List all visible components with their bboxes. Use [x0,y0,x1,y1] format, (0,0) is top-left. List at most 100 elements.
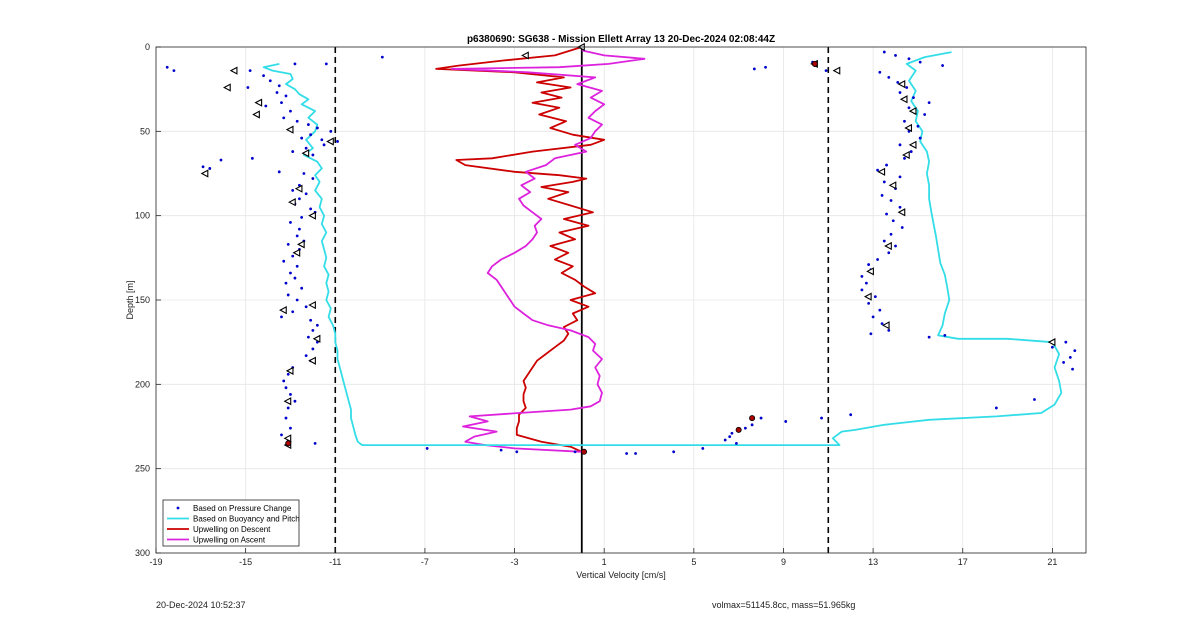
pressure-change-point [909,150,913,153]
triangle-marker [252,110,260,119]
pressure-change-point [882,239,886,243]
legend-label: Based on Buoyancy and Pitch [193,515,300,524]
pressure-change-point [885,163,888,167]
triangle-marker [863,292,872,301]
pressure-change-point [309,207,313,211]
pressure-change-point [291,254,295,258]
pressure-change-point [723,438,727,442]
y-tick-label: 300 [135,548,150,558]
pressure-change-point [304,192,308,196]
pressure-change-point [889,199,893,202]
pressure-change-point [264,104,268,108]
pressure-change-point [302,172,306,175]
pressure-change-point [306,335,310,339]
pressure-change-point [1062,361,1065,364]
pressure-change-point [918,60,922,64]
y-tick-label: 100 [135,211,150,221]
grid-lines [155,46,1086,554]
pressure-change-point [298,227,301,231]
pressure-change-point [309,318,313,322]
pressure-change-point [277,84,281,88]
y-tick-label: 50 [140,126,150,136]
pressure-change-point [380,55,384,59]
pressure-change-point [315,126,319,130]
triangle-marker [908,106,917,116]
pressure-change-point [284,386,288,390]
x-tick-label: -19 [149,557,162,567]
y-axis-label: Depth [m] [125,280,135,319]
pressure-change-point [878,70,882,74]
pressure-change-point [291,310,295,314]
pressure-change-point [898,175,902,179]
red-dot-marker [581,448,588,455]
pressure-change-point [918,136,922,140]
x-tick-label: 21 [1047,557,1057,567]
pressure-change-point [871,315,875,319]
pressure-change-point [880,194,884,197]
legend-label: Upwelling on Ascent [193,536,266,545]
x-tick-label: 9 [781,557,786,567]
pressure-change-point [306,123,310,126]
pressure-change-point [336,140,339,143]
pressure-change-point [282,259,286,263]
pressure-change-point [573,450,577,454]
pressure-change-point [289,393,292,396]
pressure-change-point [869,332,873,336]
legend-label: Upwelling on Descent [193,525,271,534]
pressure-change-point [280,101,283,105]
pressure-change-point [887,75,891,79]
markers-layer [200,42,1056,455]
pressure-change-point [728,435,732,439]
triangle-marker [308,300,316,310]
pressure-change-point [309,133,313,137]
x-tick-label: -7 [421,557,429,567]
pressure-change-point [898,143,902,147]
triangle-marker [908,140,917,149]
pressure-change-point [625,452,629,455]
pressure-change-point [295,298,299,302]
pressure-change-point [289,271,292,275]
pressure-change-point [246,86,250,89]
pressure-change-point [311,177,315,180]
pressure-change-point [820,416,823,420]
pressure-change-point [304,146,308,150]
pressure-change-point [1073,349,1077,352]
pressure-change-point [275,91,279,94]
x-tick-label: -3 [511,557,519,567]
pressure-change-point [282,116,286,120]
pressure-change-point [300,286,304,290]
legend: Based on Pressure Change Based on Buoyanc… [162,499,300,547]
triangle-marker [877,167,886,176]
y-tick-label: 250 [135,464,150,474]
pressure-change-point [894,244,897,248]
red-dot-marker [735,426,742,433]
pressure-change-point [885,212,888,216]
pressure-change-point [322,143,326,147]
pressure-change-point [752,67,756,71]
y-tick-label: 0 [145,42,150,52]
pressure-change-point [286,242,290,246]
pressure-change-point [903,156,906,160]
pressure-change-point [499,448,503,452]
pressure-change-point [208,167,212,170]
pressure-change-point [286,406,290,410]
triangle-marker [254,98,263,107]
pressure-change-point [743,426,747,430]
pressure-change-point [941,64,944,67]
series-line-1 [262,51,1063,446]
pressure-change-point [304,305,308,309]
pressure-change-point [887,328,891,332]
pressure-change-point [201,165,205,169]
pressure-change-point [284,281,288,285]
triangle-marker [884,241,892,251]
triangle-marker [283,397,292,406]
pressure-change-point [894,54,897,57]
triangle-marker [285,125,294,134]
triangle-marker [899,95,908,104]
pressure-change-point [284,416,288,420]
pressure-change-point [864,281,868,285]
x-tick-label: 17 [958,557,968,567]
pressure-change-point [784,420,788,423]
triangle-marker [283,434,292,443]
pressure-change-point [730,431,734,435]
